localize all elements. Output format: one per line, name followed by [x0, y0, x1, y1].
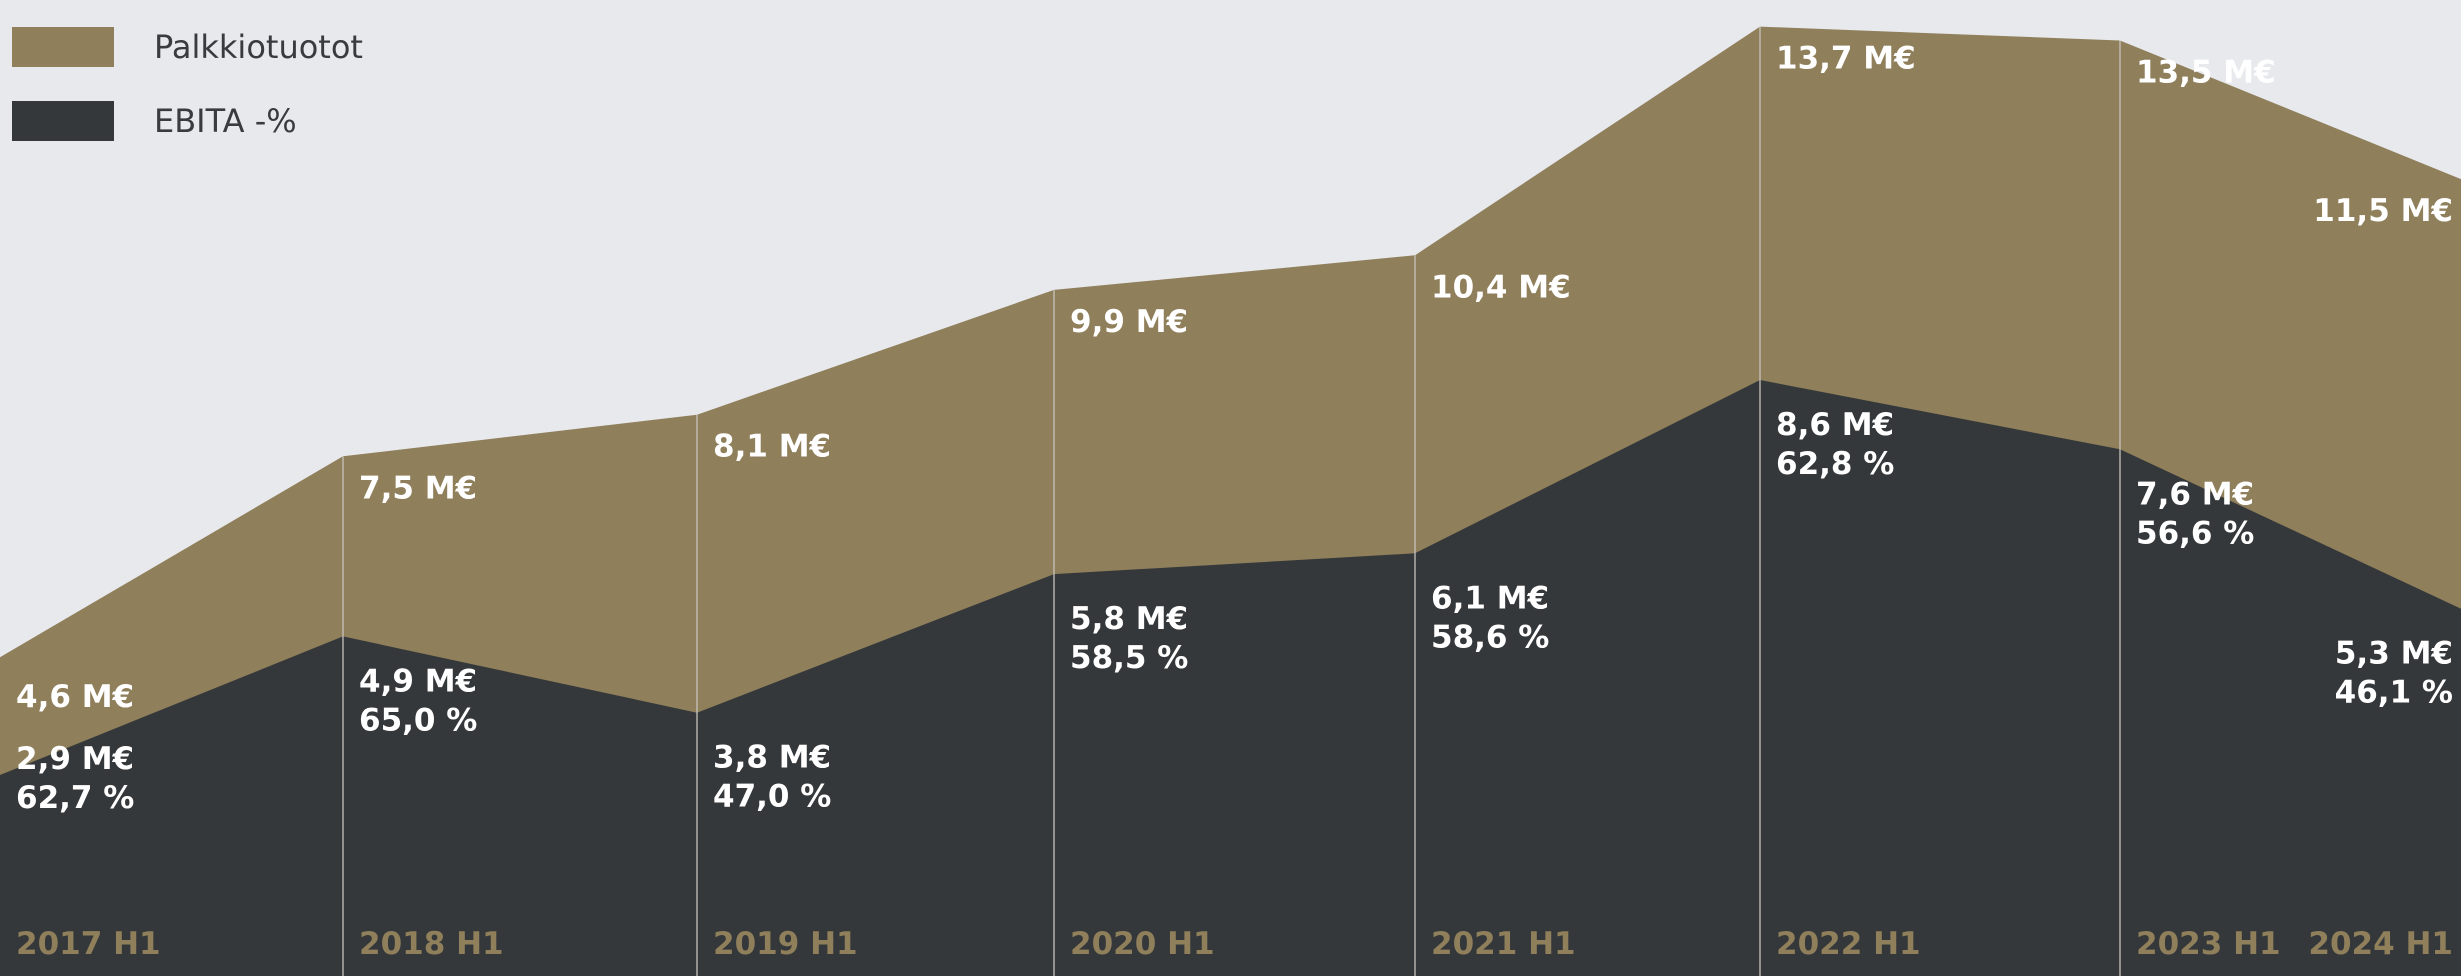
- percent-label-ebita: 58,6 %: [1431, 619, 1549, 655]
- value-label-ebita: 3,8 M€: [713, 740, 831, 776]
- legend-swatch-palkkiotuotot: [12, 27, 114, 67]
- value-label-palkkiotuotot: 13,7 M€: [1776, 41, 1916, 77]
- value-label-palkkiotuotot: 9,9 M€: [1070, 304, 1188, 340]
- x-tick-label: 2019 H1: [713, 926, 858, 962]
- value-label-ebita: 4,9 M€: [359, 663, 477, 699]
- area-layer: [0, 26, 2461, 976]
- legend-label-palkkiotuotot: Palkkiotuotot: [154, 28, 363, 66]
- x-tick-label: 2017 H1: [16, 926, 161, 962]
- percent-label-ebita: 46,1 %: [2335, 675, 2453, 711]
- legend-swatch-ebita: [12, 101, 114, 141]
- legend: Palkkiotuotot EBITA -%: [12, 27, 363, 141]
- percent-label-ebita: 62,8 %: [1776, 446, 1894, 482]
- value-label-ebita: 2,9 M€: [16, 741, 134, 777]
- value-label-palkkiotuotot: 10,4 M€: [1431, 269, 1571, 305]
- value-label-palkkiotuotot: 11,5 M€: [2313, 193, 2453, 229]
- value-label-palkkiotuotot: 4,6 M€: [16, 679, 134, 715]
- value-label-ebita: 7,6 M€: [2136, 476, 2254, 512]
- percent-label-ebita: 65,0 %: [359, 702, 477, 738]
- x-tick-label: 2023 H1: [2136, 926, 2281, 962]
- percent-label-ebita: 58,5 %: [1070, 640, 1188, 676]
- percent-label-ebita: 47,0 %: [713, 779, 831, 815]
- value-label-layer: 4,6 M€ 7,5 M€ 8,1 M€ 9,9 M€ 10,4 M€ 13,7 M€ 13…: [16, 41, 2453, 816]
- x-tick-label: 2024 H1: [2308, 926, 2453, 962]
- value-label-palkkiotuotot: 7,5 M€: [359, 470, 477, 506]
- divider-layer: [342, 26, 2121, 976]
- value-label-palkkiotuotot: 8,1 M€: [713, 429, 831, 465]
- value-label-ebita: 8,6 M€: [1776, 407, 1894, 443]
- percent-label-ebita: 62,7 %: [16, 780, 134, 816]
- x-tick-layer: 2017 H1 2018 H1 2019 H1 2020 H1 2021 H1 2022 …: [16, 926, 2453, 962]
- x-tick-label: 2018 H1: [359, 926, 504, 962]
- legend-label-ebita: EBITA -%: [154, 102, 297, 140]
- value-label-ebita: 5,8 M€: [1070, 601, 1188, 637]
- value-label-ebita: 6,1 M€: [1431, 580, 1549, 616]
- x-tick-label: 2020 H1: [1070, 926, 1215, 962]
- x-tick-label: 2022 H1: [1776, 926, 1921, 962]
- value-label-palkkiotuotot: 13,5 M€: [2136, 55, 2276, 91]
- x-tick-label: 2021 H1: [1431, 926, 1576, 962]
- value-label-ebita: 5,3 M€: [2335, 636, 2453, 672]
- area-ebita: [0, 380, 2461, 976]
- percent-label-ebita: 56,6 %: [2136, 515, 2254, 551]
